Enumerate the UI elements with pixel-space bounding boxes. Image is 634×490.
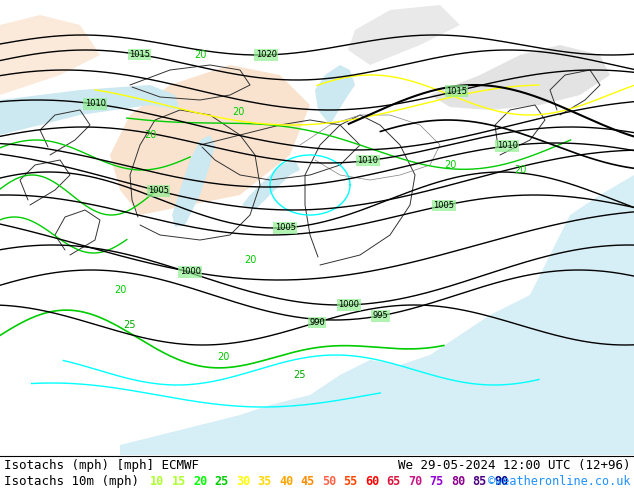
Text: 990: 990 [309,318,325,327]
Text: 20: 20 [514,165,526,175]
Text: 35: 35 [257,474,272,488]
Polygon shape [0,15,100,95]
Text: 20: 20 [232,107,245,117]
Text: 45: 45 [301,474,314,488]
Text: ©weatheronline.co.uk: ©weatheronline.co.uk [488,474,630,488]
Text: 20: 20 [217,352,230,362]
Polygon shape [420,175,634,455]
Text: 20: 20 [444,160,456,170]
Text: 75: 75 [429,474,444,488]
Text: 1010: 1010 [496,142,518,150]
Text: 1005: 1005 [433,201,455,210]
Text: 70: 70 [408,474,422,488]
Text: 1010: 1010 [357,156,378,165]
Text: Isotachs (mph) [mph] ECMWF: Isotachs (mph) [mph] ECMWF [4,459,199,471]
Text: 20: 20 [193,474,207,488]
Text: 85: 85 [472,474,487,488]
Text: 25: 25 [214,474,229,488]
Text: 90: 90 [494,474,508,488]
Polygon shape [120,255,634,455]
Text: 1015: 1015 [446,87,467,96]
Text: 20: 20 [194,50,206,60]
Polygon shape [242,160,300,210]
Polygon shape [348,5,460,65]
Text: 60: 60 [365,474,379,488]
Polygon shape [315,65,355,125]
Text: 50: 50 [322,474,336,488]
Polygon shape [110,65,310,215]
Text: 40: 40 [279,474,294,488]
Text: 65: 65 [387,474,401,488]
Text: 55: 55 [344,474,358,488]
Text: Isotachs 10m (mph): Isotachs 10m (mph) [4,474,139,488]
Text: 20: 20 [244,255,256,265]
Polygon shape [0,85,180,135]
Polygon shape [430,45,610,110]
Text: 1020: 1020 [256,50,277,59]
Text: 25: 25 [294,370,306,380]
Text: 1015: 1015 [129,50,150,59]
Text: 30: 30 [236,474,250,488]
Text: 1010: 1010 [84,99,106,108]
Polygon shape [172,135,215,227]
Text: 80: 80 [451,474,465,488]
Text: We 29-05-2024 12:00 UTC (12+96): We 29-05-2024 12:00 UTC (12+96) [398,459,630,471]
Text: 25: 25 [124,320,136,330]
Text: 1005: 1005 [148,186,169,196]
Text: 10: 10 [150,474,164,488]
Text: 20: 20 [144,130,156,140]
Text: 1000: 1000 [338,300,359,309]
Text: 20: 20 [114,285,126,295]
Text: 15: 15 [172,474,186,488]
Text: 995: 995 [373,311,388,320]
Text: 1005: 1005 [275,223,296,232]
Text: 1000: 1000 [179,267,201,276]
